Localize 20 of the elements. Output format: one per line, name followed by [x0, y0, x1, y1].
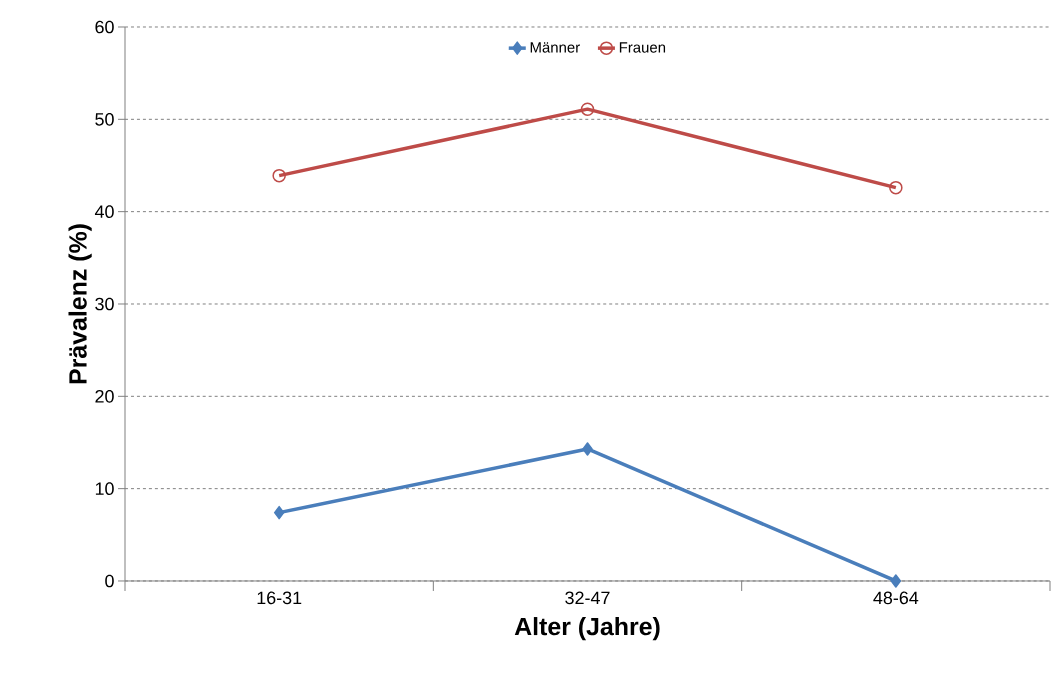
point [580, 102, 595, 116]
y-tick-label: 20 [95, 389, 114, 403]
y-tick-label: 10 [95, 482, 114, 495]
x-tick-label: 32-47 [565, 591, 610, 605]
point [890, 574, 902, 588]
y-tick-label: 30 [95, 297, 114, 311]
point [273, 505, 285, 520]
legend-label: Männer [530, 42, 580, 53]
legend-label: Frauen [619, 42, 666, 53]
y-tick-label: 50 [95, 112, 114, 126]
y-tick-label: 60 [95, 20, 114, 34]
point [272, 168, 286, 183]
point [889, 180, 903, 195]
y-tick-label: 40 [94, 205, 114, 218]
point [582, 442, 593, 456]
x-axis-title: Alter (Jahre) [514, 617, 660, 641]
y-tick-label: 0 [105, 574, 114, 588]
x-tick-label: 16-31 [257, 591, 302, 605]
x-tick-label: 48-64 [873, 591, 919, 605]
y-axis-title: Prävalenz (%) [68, 224, 92, 384]
